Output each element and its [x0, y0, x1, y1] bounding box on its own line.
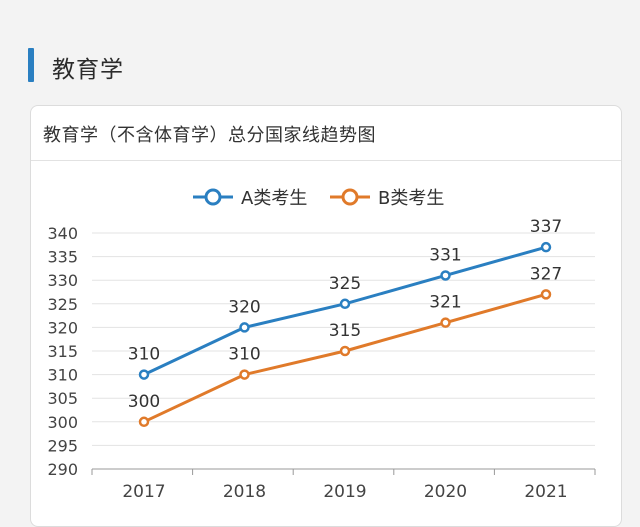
data-point	[138, 369, 150, 380]
legend-label: A类考生	[241, 188, 307, 209]
data-label: 331	[429, 245, 461, 265]
data-label: 315	[329, 321, 361, 341]
x-tick-label: 2018	[223, 482, 266, 500]
chart-title: 教育学（不含体育学）总分国家线趋势图	[43, 125, 376, 146]
card-header: 教育学（不含体育学）总分国家线趋势图	[31, 106, 621, 161]
data-point	[540, 241, 552, 253]
data-label: 310	[228, 345, 260, 365]
y-tick-label: 330	[47, 271, 78, 290]
data-label: 300	[128, 392, 160, 412]
data-point	[239, 369, 250, 380]
data-point	[239, 322, 250, 333]
legend-swatch-marker	[341, 188, 359, 206]
data-label: 321	[429, 293, 461, 313]
x-tick-label: 2021	[524, 482, 567, 500]
chart-card: 教育学（不含体育学）总分国家线趋势图	[30, 105, 622, 527]
y-tick-label: 310	[47, 366, 78, 385]
x-tick-label: 2020	[424, 482, 467, 500]
section-accent-bar	[28, 48, 34, 82]
legend-swatch-marker	[204, 188, 222, 206]
y-tick-label: 335	[47, 248, 78, 267]
data-point	[339, 345, 351, 357]
y-tick-label: 325	[47, 295, 78, 314]
y-tick-label: 320	[47, 318, 78, 337]
x-tick-label: 2019	[323, 482, 366, 500]
data-point	[440, 270, 451, 281]
series-line	[143, 292, 547, 424]
data-point	[138, 416, 150, 428]
y-tick-label: 305	[47, 389, 78, 408]
data-point	[339, 298, 351, 310]
data-label: 320	[228, 297, 260, 317]
data-label: 327	[530, 264, 562, 284]
data-label: 310	[128, 345, 160, 365]
section-title: 教育学	[52, 57, 124, 83]
y-tick-label: 290	[47, 460, 78, 479]
data-point	[440, 317, 451, 328]
y-tick-label: 315	[47, 342, 78, 361]
data-label: 325	[329, 274, 361, 294]
data-point	[540, 289, 552, 300]
legend-label: B类考生	[378, 188, 444, 209]
x-tick-label: 2017	[122, 482, 165, 500]
y-tick-label: 340	[47, 224, 78, 243]
data-label: 337	[530, 217, 562, 237]
y-tick-label: 300	[47, 413, 78, 432]
line-chart: 290 295 300 305 310 315 320 325 330 335 340 2017 201…	[47, 188, 596, 500]
y-tick-label: 295	[47, 436, 78, 455]
